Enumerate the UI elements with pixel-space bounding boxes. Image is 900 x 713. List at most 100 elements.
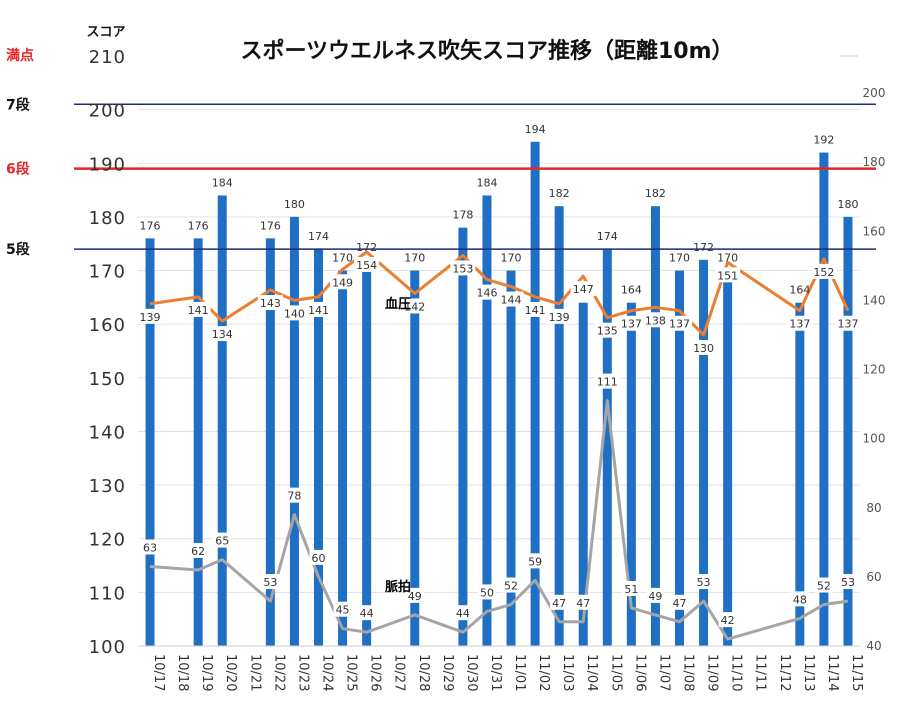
score-data-label: 172	[356, 241, 377, 254]
pulse-data-label: 51	[624, 583, 638, 596]
blood-pressure-data-label: 147	[573, 283, 594, 296]
blood-pressure-data-label: 137	[789, 318, 810, 331]
y-tick-label: 210	[89, 47, 126, 68]
score-bar	[578, 302, 588, 646]
x-tick-label: 10/22	[271, 654, 286, 691]
y-tick-label: 130	[89, 476, 126, 497]
x-tick-label: 10/29	[440, 654, 455, 691]
y2-tick-label: 80	[866, 501, 881, 515]
pulse-data-label: 49	[648, 590, 662, 603]
blood-pressure-data-label-bg	[185, 301, 211, 317]
pulse-data-label-bg	[594, 373, 620, 389]
x-tick-label: 11/10	[729, 654, 744, 691]
score-bar	[819, 152, 829, 646]
pulse-data-label: 53	[697, 576, 711, 589]
pulse-data-label: 44	[456, 607, 470, 620]
score-bar	[675, 270, 684, 646]
x-tick-label: 11/13	[801, 654, 816, 691]
score-bar	[145, 238, 155, 646]
x-tick-label: 11/07	[656, 654, 671, 691]
score-bar	[193, 238, 203, 646]
pulse-data-label-bg	[574, 594, 593, 610]
pulse-data-label-bg	[718, 612, 737, 628]
blood-pressure-data-label: 152	[813, 266, 834, 279]
x-tick-label: 11/01	[512, 654, 527, 691]
x-tick-label: 11/08	[681, 654, 696, 691]
score-bar	[362, 259, 372, 646]
y-tick-label: 150	[89, 369, 126, 390]
pulse-data-label-bg	[453, 605, 472, 621]
score-data-label: 182	[549, 187, 570, 200]
y-axis-title: スコア	[86, 25, 125, 40]
score-bar	[795, 302, 805, 646]
pulse-data-label: 53	[263, 576, 277, 589]
score-bar	[650, 206, 660, 646]
score-bar	[602, 249, 612, 646]
y2-tick-label: 160	[863, 224, 886, 238]
score-data-label: 172	[693, 241, 714, 254]
blood-pressure-data-label: 137	[621, 318, 642, 331]
x-tick-label: 11/03	[560, 654, 575, 691]
x-tick-label: 10/30	[464, 654, 479, 691]
score-data-label: 170	[404, 252, 425, 265]
perfect-score-label: 満点	[6, 47, 34, 64]
blood-pressure-data-label: 154	[356, 259, 377, 272]
pulse-data-label: 50	[480, 586, 494, 599]
blood-pressure-data-label: 141	[525, 304, 546, 317]
y-tick-label: 160	[89, 315, 126, 336]
score-bar	[482, 195, 492, 647]
blood-pressure-data-label: 140	[284, 307, 305, 320]
blood-pressure-data-label-bg	[811, 263, 837, 279]
x-tick-label: 10/20	[223, 654, 238, 691]
y-tick-label: 170	[89, 262, 126, 283]
pulse-data-label: 62	[191, 545, 205, 558]
x-tick-label: 10/28	[416, 654, 431, 691]
pulse-data-label-bg	[622, 580, 641, 596]
score-bar	[289, 216, 299, 646]
x-tick-label: 10/27	[392, 654, 407, 691]
score-data-label: 184	[212, 176, 233, 189]
pulse-line	[149, 399, 849, 641]
x-tick-label: 10/19	[199, 654, 214, 691]
rank-label: 6段	[6, 161, 30, 178]
pulse-data-label-bg	[309, 549, 328, 565]
pulse-data-label: 53	[841, 576, 855, 589]
pulse-data-label-bg	[790, 591, 809, 607]
blood-pressure-data-label-bg	[354, 256, 380, 272]
x-tick-label: 11/12	[777, 654, 792, 691]
y2-tick-label: 200	[863, 86, 886, 100]
score-bar	[699, 259, 709, 646]
blood-pressure-data-label: 137	[669, 318, 690, 331]
pulse-data-label-bg	[405, 587, 424, 603]
pulse-data-label: 65	[215, 535, 229, 548]
y-tick-label: 100	[89, 637, 126, 658]
score-data-label: 180	[284, 198, 305, 211]
blood-pressure-data-label-bg	[257, 295, 283, 311]
blood-pressure-data-label-bg	[474, 284, 500, 300]
blood-pressure-data-label-bg	[594, 322, 620, 338]
x-tick-label: 11/05	[608, 654, 623, 691]
score-bar	[338, 270, 348, 646]
y2-tick-label: 120	[863, 363, 886, 377]
blood-pressure-data-label-bg	[137, 308, 163, 324]
pulse-data-label: 48	[793, 593, 807, 606]
blood-pressure-data-label: 143	[260, 297, 281, 310]
chart-title: スポーツウエルネス吹矢スコア推移（距離10m）	[240, 38, 733, 64]
pulse-data-label: 52	[504, 580, 518, 593]
blood-pressure-data-label: 130	[693, 342, 714, 355]
x-tick-label: 11/06	[632, 654, 647, 691]
score-data-label: 176	[140, 219, 161, 232]
pulse-data-label-bg	[477, 584, 496, 600]
blood-pressure-data-label-bg	[618, 315, 644, 331]
pulse-data-label-bg	[141, 539, 160, 555]
rank-label: 7段	[6, 96, 30, 113]
y-tick-label: 200	[89, 101, 126, 122]
pulse-data-label: 49	[408, 590, 422, 603]
y-tick-label: 110	[89, 583, 126, 604]
y2-tick-label: 140	[863, 293, 886, 307]
x-tick-label: 10/31	[488, 654, 503, 691]
score-bar	[314, 249, 323, 646]
score-bar	[530, 141, 540, 646]
blood-pressure-data-label: 137	[837, 318, 858, 331]
